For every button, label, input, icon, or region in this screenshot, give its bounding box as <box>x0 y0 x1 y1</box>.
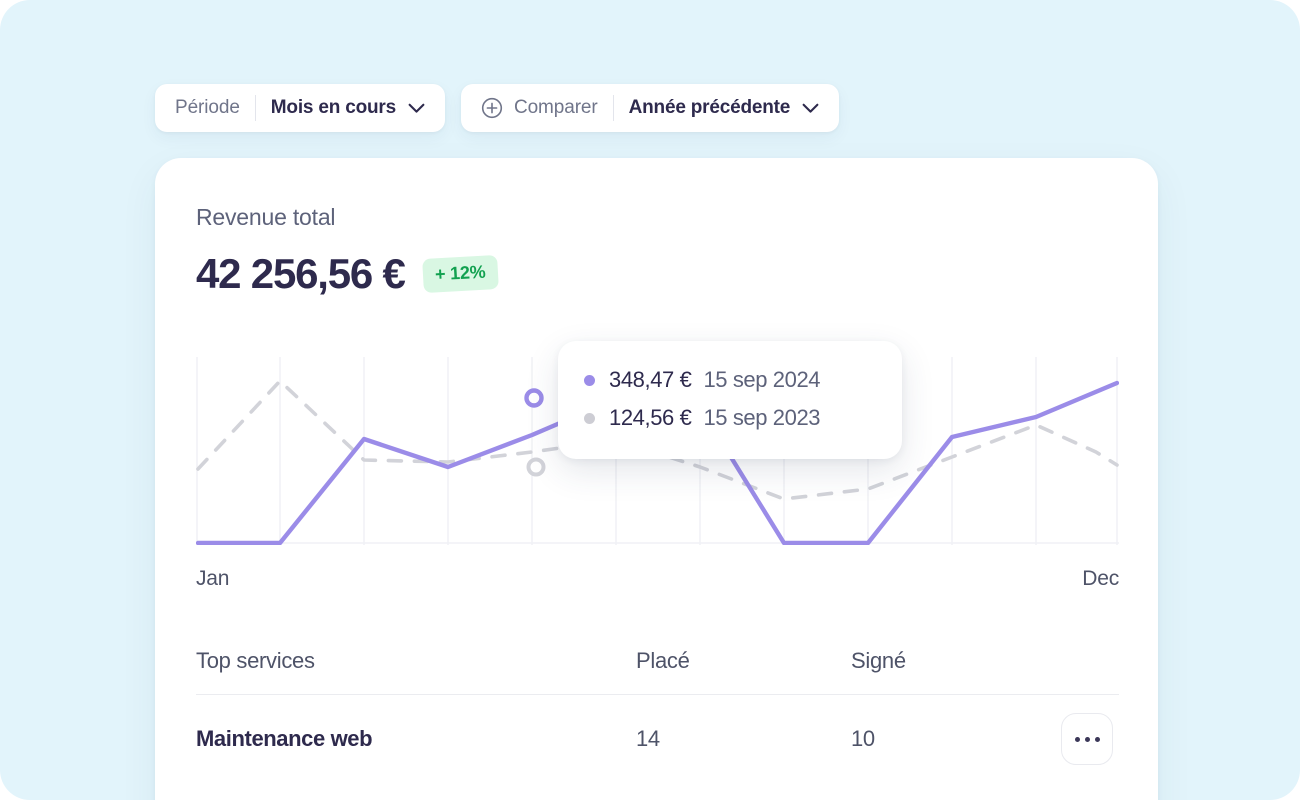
tooltip-date-compare: 15 sep 2023 <box>703 405 821 430</box>
compare-filter[interactable]: Comparer Année précédente <box>460 84 840 132</box>
ellipsis-icon <box>1094 736 1100 742</box>
kpi-row: 42 256,56 € + 12% <box>196 250 499 298</box>
ellipsis-icon <box>1084 736 1090 742</box>
chart-tooltip: 348,47 € 15 sep 2024 124,56 € 15 sep 202… <box>558 341 902 459</box>
top-services-table: Top services Placé Signé Maintenance web… <box>196 628 1119 783</box>
tooltip-amount-main: 348,47 € <box>609 367 692 392</box>
chevron-down-icon[interactable] <box>408 103 425 114</box>
period-filter[interactable]: Période Mois en cours <box>155 84 445 132</box>
series-dot-compare-icon <box>584 412 595 424</box>
table-row[interactable]: Maintenance web 14 10 <box>196 695 1119 783</box>
revenue-card: Revenue total 42 256,56 € + 12% <box>155 158 1158 800</box>
filter-bar: Période Mois en cours Comparer Année pré… <box>155 84 840 132</box>
tooltip-row-main: 348,47 € 15 sep 2024 <box>584 361 876 399</box>
kpi-value: 42 256,56 € <box>196 250 406 297</box>
tooltip-row-compare: 124,56 € 15 sep 2023 <box>584 399 876 437</box>
cell-service-name: Maintenance web <box>196 726 373 751</box>
chart-point-compare <box>526 457 546 477</box>
chart-axis-labels: Jan Dec <box>196 567 1119 591</box>
period-label: Période <box>175 97 240 118</box>
axis-tick-first: Jan <box>196 567 230 590</box>
plus-circle-icon[interactable] <box>481 97 503 119</box>
axis-tick-last: Dec <box>1082 567 1119 590</box>
column-header-signed: Signé <box>851 648 906 673</box>
compare-divider <box>612 95 614 121</box>
period-value: Mois en cours <box>270 97 396 118</box>
page-title: Revenue total <box>196 204 336 230</box>
cell-actions <box>1051 713 1119 765</box>
ellipsis-icon <box>1074 736 1080 742</box>
cell-placed: 14 <box>636 726 660 751</box>
column-header-placed: Placé <box>636 648 690 673</box>
table-divider <box>196 694 1119 695</box>
column-header-name: Top services <box>196 648 315 673</box>
chevron-down-icon[interactable] <box>802 103 819 114</box>
status-badge: + 12% <box>421 254 499 294</box>
compare-value: Année précédente <box>628 97 791 118</box>
chart-gridlines <box>196 357 1119 545</box>
table-header-row: Top services Placé Signé <box>196 628 1119 694</box>
chart-line-compare <box>196 379 1119 501</box>
period-divider <box>254 95 256 121</box>
tooltip-amount-compare: 124,56 € <box>609 405 692 430</box>
row-menu-button[interactable] <box>1061 713 1113 765</box>
chart-point-main[interactable] <box>524 388 544 408</box>
compare-label: Comparer <box>513 97 598 118</box>
tooltip-date-main: 15 sep 2024 <box>703 367 821 392</box>
series-dot-main-icon <box>584 374 595 386</box>
cell-signed: 10 <box>851 726 875 751</box>
